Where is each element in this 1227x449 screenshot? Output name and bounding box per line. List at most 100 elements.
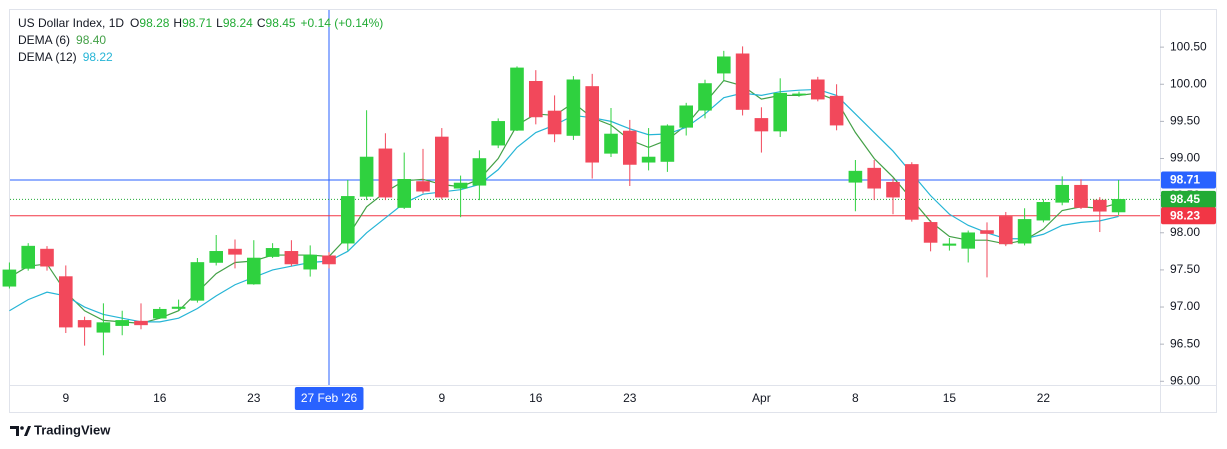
y-tick-label: 97.00 (1170, 299, 1200, 313)
ohlc-key: L (216, 16, 223, 30)
candle-body (284, 251, 299, 265)
indicator-line (9, 88, 1119, 323)
price-line-label: 98.45 (1170, 192, 1200, 206)
x-tick-label: 22 (1037, 391, 1051, 405)
candle-body (754, 118, 769, 132)
candle-body (209, 251, 223, 263)
y-tick-label: 99.00 (1170, 151, 1200, 165)
price-line-box (1161, 190, 1216, 208)
candle-body (773, 92, 788, 132)
x-tick-label: 9 (438, 391, 445, 405)
candle-body (1111, 199, 1126, 213)
candle-body (716, 56, 731, 74)
candle-body (660, 125, 675, 162)
footer-brand: TradingView (34, 422, 111, 437)
ohlc-value: 98.45 (266, 16, 296, 30)
x-tick-label: 16 (153, 391, 167, 405)
candle-body (491, 121, 506, 146)
y-tick-label: 96.50 (1170, 336, 1200, 350)
candle-body (1036, 202, 1051, 221)
candle-body (961, 232, 976, 249)
candle-body (472, 158, 487, 186)
candle-body (679, 105, 694, 128)
candle-body (397, 179, 412, 208)
candle-body (2, 269, 17, 287)
footer-logo (10, 426, 31, 436)
x-tick-label: 15 (943, 391, 957, 405)
ohlc-value: 98.28 (139, 16, 169, 30)
chart-header: US Dollar Index, 1D O98.28 H98.71 L98.24 C98… (18, 16, 383, 30)
candle-body (340, 196, 355, 244)
x-tick-label: 23 (247, 391, 261, 405)
candle-body (1055, 184, 1069, 203)
candle-body (228, 248, 242, 255)
candle-body (359, 156, 374, 197)
price-line-box (1161, 207, 1216, 225)
candle-body (21, 245, 36, 269)
candle-body (528, 80, 543, 118)
candle-body (585, 86, 600, 163)
logo-mark (10, 426, 19, 436)
logo-slash (24, 426, 31, 436)
x-tick-label: Apr (752, 391, 771, 405)
candle-body (904, 164, 919, 220)
ohlc-key: C (257, 16, 266, 30)
candle-body (247, 257, 261, 285)
candle-body (190, 262, 205, 301)
change: +0.14 (+0.14%) (301, 16, 384, 30)
candle-body (265, 248, 280, 257)
legend-name: DEMA (12) (18, 50, 77, 64)
candle-body (923, 222, 938, 243)
y-tick-label: 96.00 (1170, 373, 1200, 387)
candle-body (58, 276, 73, 328)
logo-dot (20, 426, 24, 430)
candle-body (453, 182, 468, 189)
candle-body (1017, 219, 1032, 244)
x-tick-label: 23 (623, 391, 637, 405)
crosshair-price-box (1161, 171, 1216, 189)
candle-body (886, 181, 900, 198)
ohlc-key: H (173, 16, 182, 30)
crosshair-time-label: 27 Feb '26 (301, 391, 358, 405)
ohlc-key: O (130, 16, 139, 30)
candle-body (134, 320, 148, 326)
candle-body (735, 53, 750, 110)
candle-body (848, 170, 863, 183)
legend-entry: DEMA (12) 98.22 (18, 50, 113, 64)
candle-body (1093, 199, 1107, 212)
candle-body (434, 136, 449, 198)
candle-body (1074, 184, 1088, 208)
legend-entry: DEMA (6) 98.40 (18, 33, 106, 47)
candle-body (171, 306, 186, 309)
ohlc-value: 98.24 (223, 16, 253, 30)
legend-value: 98.22 (83, 50, 113, 64)
candle-body (96, 322, 111, 333)
candle-body (792, 93, 806, 96)
crosshair-price-label: 98.71 (1170, 173, 1200, 187)
candle-body (40, 248, 54, 267)
y-tick-label: 100.00 (1170, 76, 1207, 90)
candle-body (810, 79, 825, 100)
candle-body (77, 320, 92, 328)
candle-body (115, 320, 129, 326)
candle-body (622, 130, 637, 165)
y-tick-label: 98.00 (1170, 225, 1200, 239)
candle-body (998, 216, 1013, 245)
candle-body (303, 254, 318, 270)
candle-body (867, 167, 882, 189)
candle-body (829, 95, 844, 126)
chart-frame (9, 9, 1217, 413)
x-tick-label: 8 (852, 391, 859, 405)
legend-name: DEMA (6) (18, 33, 70, 47)
candle-body (322, 255, 336, 265)
candle-body (566, 79, 581, 136)
candle-body (980, 230, 994, 234)
candle-body (416, 181, 430, 192)
candle-body (604, 133, 618, 154)
x-tick-label: 16 (529, 391, 543, 405)
candle-body (942, 243, 957, 246)
ohlc-value: 98.71 (182, 16, 212, 30)
y-tick-label: 99.50 (1170, 114, 1200, 128)
